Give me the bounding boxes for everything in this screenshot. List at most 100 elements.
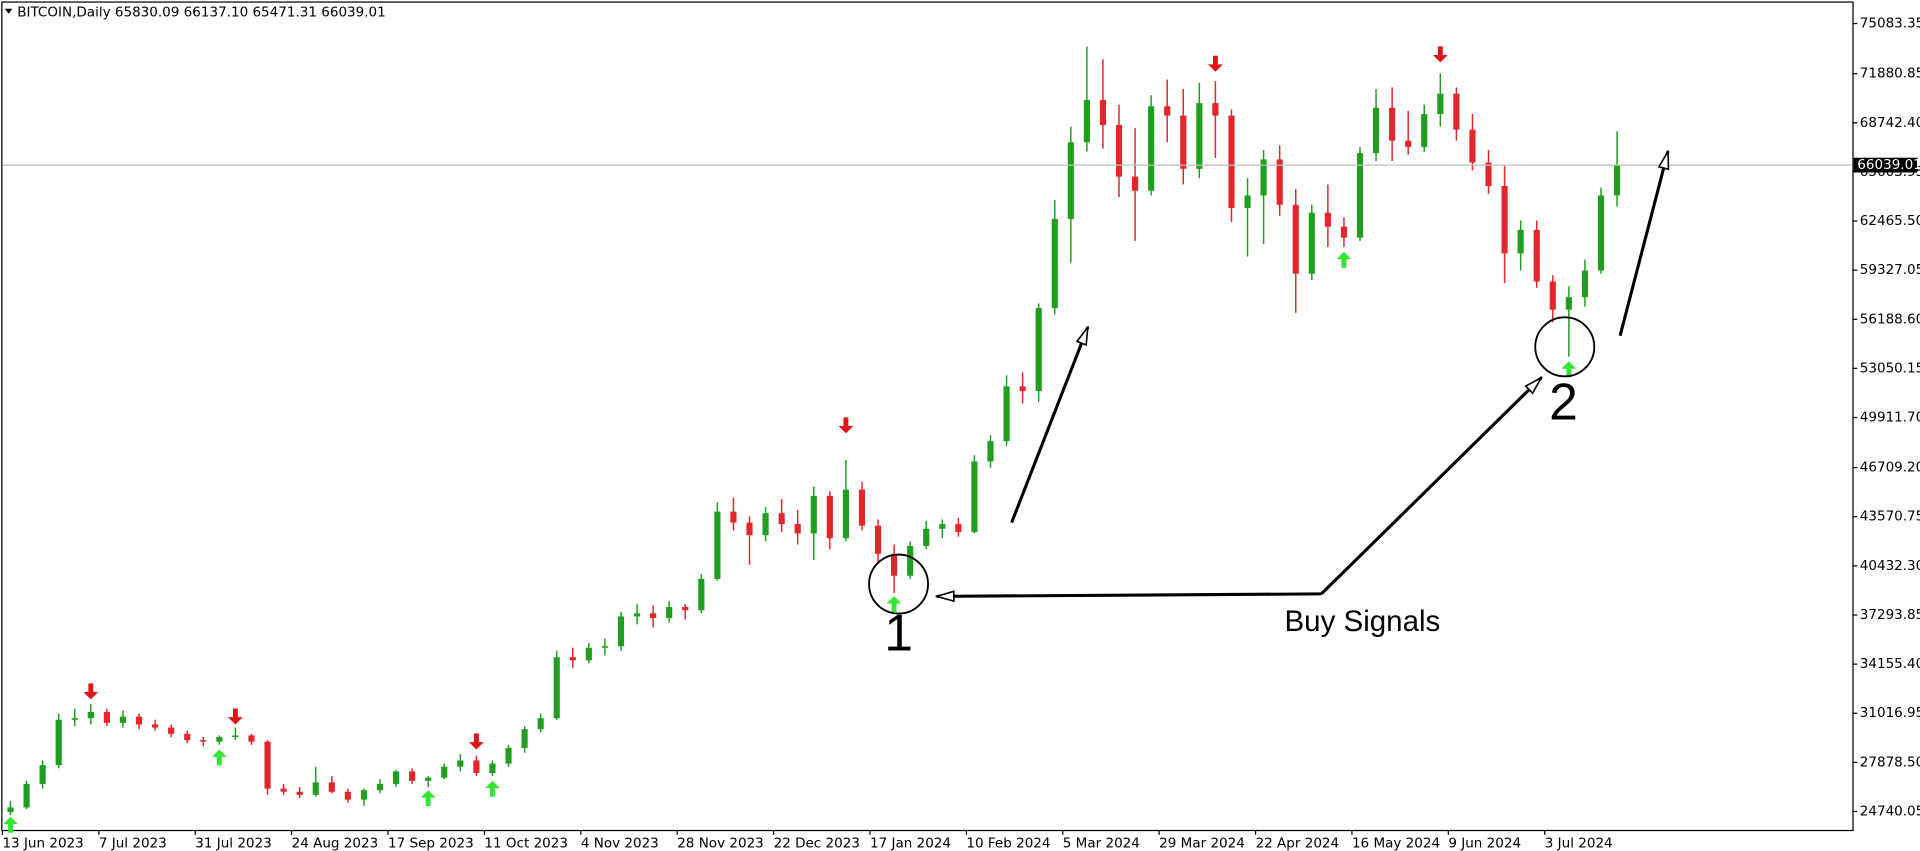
x-tick-label: 31 Jul 2023 xyxy=(195,835,271,851)
annotation: 2 xyxy=(1549,372,1578,430)
candle-body xyxy=(1437,93,1444,115)
candle-body xyxy=(521,729,528,748)
candle-body xyxy=(409,771,416,781)
current-price-label: 66039.01 xyxy=(1857,157,1920,173)
candle-body xyxy=(360,790,368,800)
candle-body xyxy=(232,735,239,737)
x-tick-label: 16 May 2024 xyxy=(1352,835,1440,851)
buy-signal xyxy=(1561,361,1577,378)
candle-body xyxy=(392,771,400,784)
chart-title: BITCOIN,Daily 65830.09 66137.10 65471.31… xyxy=(17,4,386,20)
marks: 75083.3571880.8568742.4065603.9562465.50… xyxy=(1,16,1920,851)
candle-body xyxy=(135,716,143,725)
candle-body xyxy=(1292,204,1299,274)
candle-body xyxy=(666,607,673,619)
candle-body xyxy=(1340,226,1348,238)
candle-body xyxy=(907,546,914,576)
candle-body xyxy=(1083,99,1090,143)
candle-body xyxy=(505,747,512,764)
candle-body xyxy=(23,783,30,808)
candle-body xyxy=(55,719,62,766)
candle-body xyxy=(842,489,849,539)
candle-body xyxy=(1067,142,1074,219)
candle-body xyxy=(473,760,480,773)
candle-body xyxy=(1597,195,1605,271)
candle-body xyxy=(1469,129,1476,163)
y-tick-label: 27878.50 xyxy=(1860,754,1920,770)
candle-body xyxy=(1228,115,1235,208)
candle-body xyxy=(1549,281,1556,310)
circle-1 xyxy=(868,553,929,615)
candle-body xyxy=(617,616,625,647)
candle-body xyxy=(778,513,785,525)
candle-body xyxy=(248,735,255,742)
x-tick-label: 17 Jan 2024 xyxy=(870,835,951,851)
y-tick-label: 53050.15 xyxy=(1860,360,1920,376)
candle-body xyxy=(874,525,882,554)
candle-body xyxy=(184,733,191,741)
y-tick-label: 46709.20 xyxy=(1860,460,1920,476)
y-tick-label: 31016.95 xyxy=(1860,705,1920,721)
candle-body xyxy=(810,495,817,534)
candle-body xyxy=(280,788,287,792)
candle-body xyxy=(152,724,159,728)
candle-body xyxy=(1019,386,1026,392)
x-tick-label: 28 Nov 2023 xyxy=(677,835,764,851)
candle-body xyxy=(1372,107,1380,154)
y-tick-label: 62465.50 xyxy=(1860,213,1920,229)
candle-body xyxy=(312,782,319,795)
candle-body xyxy=(1276,159,1283,205)
trend-arrow xyxy=(1618,151,1670,337)
candle-body xyxy=(7,807,14,813)
candle-body xyxy=(168,727,175,734)
sell-signal xyxy=(83,683,99,700)
sell-signal xyxy=(469,733,484,750)
candle-body xyxy=(489,763,496,773)
candle-body xyxy=(826,495,833,539)
sell-signal xyxy=(838,417,854,434)
x-tick-label: 22 Dec 2023 xyxy=(774,835,860,851)
candle-body xyxy=(987,441,994,462)
candle-body xyxy=(1212,103,1219,116)
title-icon xyxy=(4,8,13,14)
candle-body xyxy=(1244,195,1251,208)
y-tick-label: 59327.05 xyxy=(1860,262,1920,278)
candle-body xyxy=(858,489,866,526)
circle-2 xyxy=(1534,316,1596,378)
sell-signal xyxy=(1432,46,1448,63)
candle-body xyxy=(1581,270,1588,298)
candle-body xyxy=(762,513,769,536)
candle-body xyxy=(457,760,464,767)
candle-body xyxy=(425,777,432,781)
buy-signal xyxy=(211,749,227,766)
candle-body xyxy=(1405,140,1412,147)
candle-body xyxy=(939,524,946,529)
candle-body xyxy=(216,736,223,742)
candle-body xyxy=(633,613,641,617)
candle-body xyxy=(698,578,705,611)
pointer-arrow xyxy=(1320,378,1541,595)
candle-body xyxy=(1533,229,1540,282)
candle-body xyxy=(1453,93,1460,130)
buy-signal xyxy=(886,596,902,613)
candle-body xyxy=(1485,162,1492,187)
y-tick-label: 40432.30 xyxy=(1860,558,1920,574)
x-tick-label: 10 Feb 2024 xyxy=(966,835,1050,851)
candle-body xyxy=(344,791,351,800)
candle-body xyxy=(328,782,335,792)
candle-body xyxy=(1613,165,1621,196)
candle-body xyxy=(1180,115,1187,169)
candle-body xyxy=(971,461,978,532)
candle-body xyxy=(119,716,127,723)
candle-body xyxy=(650,613,657,619)
candle-body xyxy=(714,511,721,579)
candle-body xyxy=(1148,106,1155,191)
x-tick-label: 17 Sep 2023 xyxy=(388,835,474,851)
candle-body xyxy=(1035,308,1042,392)
x-tick-label: 13 Jun 2023 xyxy=(2,835,83,851)
annotation: 1 xyxy=(884,604,913,662)
candle-body xyxy=(537,718,544,730)
candle-body xyxy=(376,783,384,791)
annotation: Buy Signals xyxy=(1285,605,1441,638)
